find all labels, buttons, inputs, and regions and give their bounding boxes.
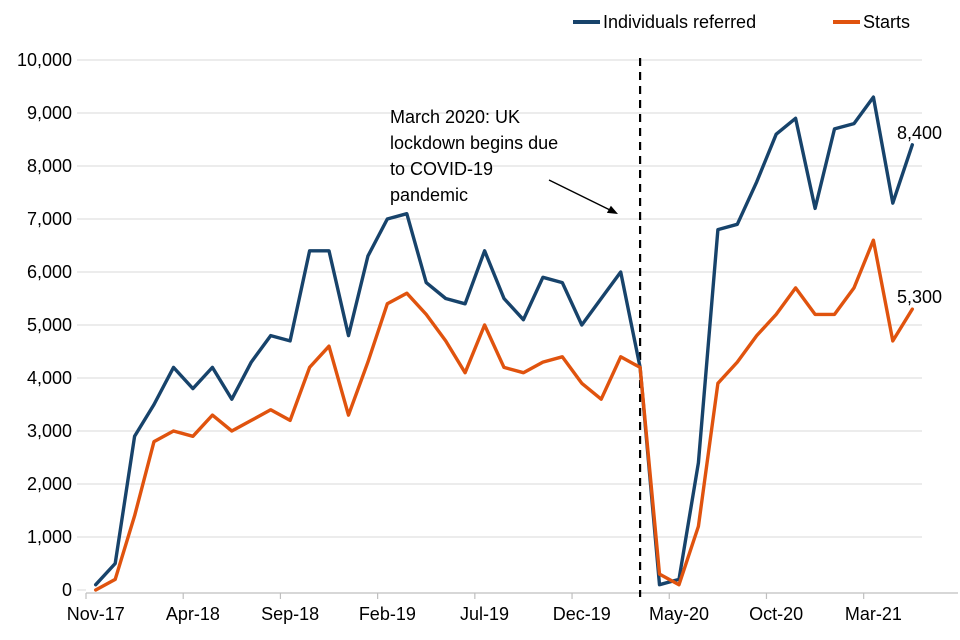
y-tick-label: 9,000 [26, 103, 72, 123]
y-tick-label: 3,000 [26, 421, 72, 441]
y-tick-label: 2,000 [26, 474, 72, 494]
legend-label-individuals-referred: Individuals referred [603, 11, 757, 32]
x-tick-label: Mar-21 [844, 604, 902, 624]
x-tick-label: Nov-17 [66, 604, 125, 624]
x-tick-label: Feb-19 [358, 604, 416, 624]
legend-swatch-individuals-referred-icon [573, 20, 600, 24]
y-tick-label: 1,000 [26, 527, 72, 547]
y-tick-label: 8,000 [26, 156, 72, 176]
end-value-individuals-referred: 8,400 [897, 122, 943, 143]
y-tick-label: 0 [61, 580, 72, 600]
x-tick-label: May-20 [648, 604, 709, 624]
y-tick-label: 5,000 [26, 315, 72, 335]
annotation-arrow [548, 179, 612, 212]
y-tick-label: 6,000 [26, 262, 72, 282]
legend-item-individuals-referred: Individuals referred [573, 11, 756, 33]
y-tick-label: 10,000 [16, 50, 72, 70]
legend-swatch-starts-icon [833, 20, 860, 24]
y-tick-label: 4,000 [26, 368, 72, 388]
y-tick-label: 7,000 [26, 209, 72, 229]
legend-item-starts: Starts [833, 11, 910, 33]
series-line-individuals-referred [93, 95, 914, 587]
x-tick-label: Oct-20 [749, 604, 804, 624]
series-line-starts [93, 238, 914, 592]
x-tick-label: Jul-19 [460, 604, 510, 624]
x-tick-label: Dec-19 [552, 604, 611, 624]
annotation-arrowhead-icon [606, 205, 618, 214]
x-tick-label: Apr-18 [165, 604, 220, 624]
x-tick-label: Sep-18 [261, 604, 320, 624]
legend-label-starts: Starts [863, 11, 911, 32]
lockdown-annotation: March 2020: UK lockdown begins due to CO… [390, 107, 559, 205]
end-value-starts: 5,300 [897, 287, 943, 308]
